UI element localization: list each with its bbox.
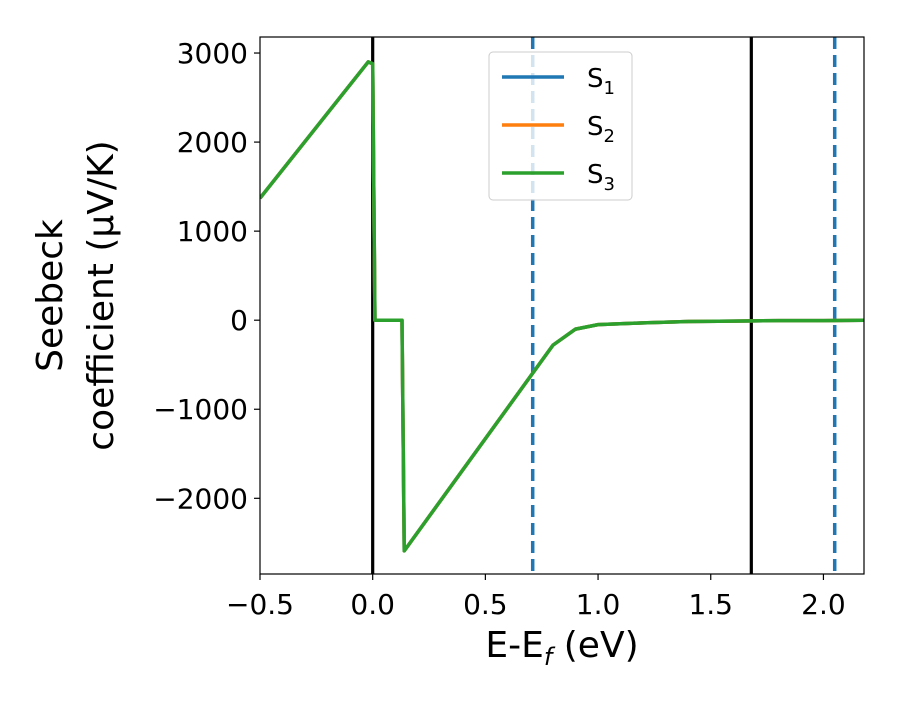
y-tick-label: 2000 xyxy=(177,126,248,159)
x-ticks: −0.5 0.0 0.5 1.0 1.5 2.0 xyxy=(226,574,846,621)
plot-frame xyxy=(259,36,865,575)
y-axis-label-line2: coefficient (μV/K) xyxy=(81,140,122,450)
y-tick-label: 3000 xyxy=(177,37,248,70)
x-tick-label: 2.0 xyxy=(801,588,846,621)
y-tick-label: −1000 xyxy=(153,393,248,426)
y-axis-label-line1: Seebeck xyxy=(30,219,71,372)
x-tick-label: 1.5 xyxy=(688,588,733,621)
series-lines xyxy=(260,60,864,553)
y-axis-label: Seebeck coefficient (μV/K) xyxy=(30,140,122,450)
x-tick-label: 0.5 xyxy=(463,588,508,621)
y-ticks: −2000 −1000 0 1000 2000 3000 xyxy=(153,37,260,515)
x-tick-label: 1.0 xyxy=(576,588,621,621)
x-axis-label: E-Ef (eV) xyxy=(485,625,638,671)
legend-label-S2: S2 xyxy=(587,112,615,147)
x-tick-label: 0.0 xyxy=(350,588,395,621)
legend-label-S1: S1 xyxy=(587,64,615,99)
x-tick-label: −0.5 xyxy=(226,588,294,621)
y-tick-label: −2000 xyxy=(153,482,248,515)
series-line-S3 xyxy=(260,60,864,553)
legend: S1 S2 S3 xyxy=(488,51,633,201)
legend-label-S3: S3 xyxy=(587,160,615,195)
y-tick-label: 0 xyxy=(230,304,248,337)
y-tick-label: 1000 xyxy=(177,215,248,248)
